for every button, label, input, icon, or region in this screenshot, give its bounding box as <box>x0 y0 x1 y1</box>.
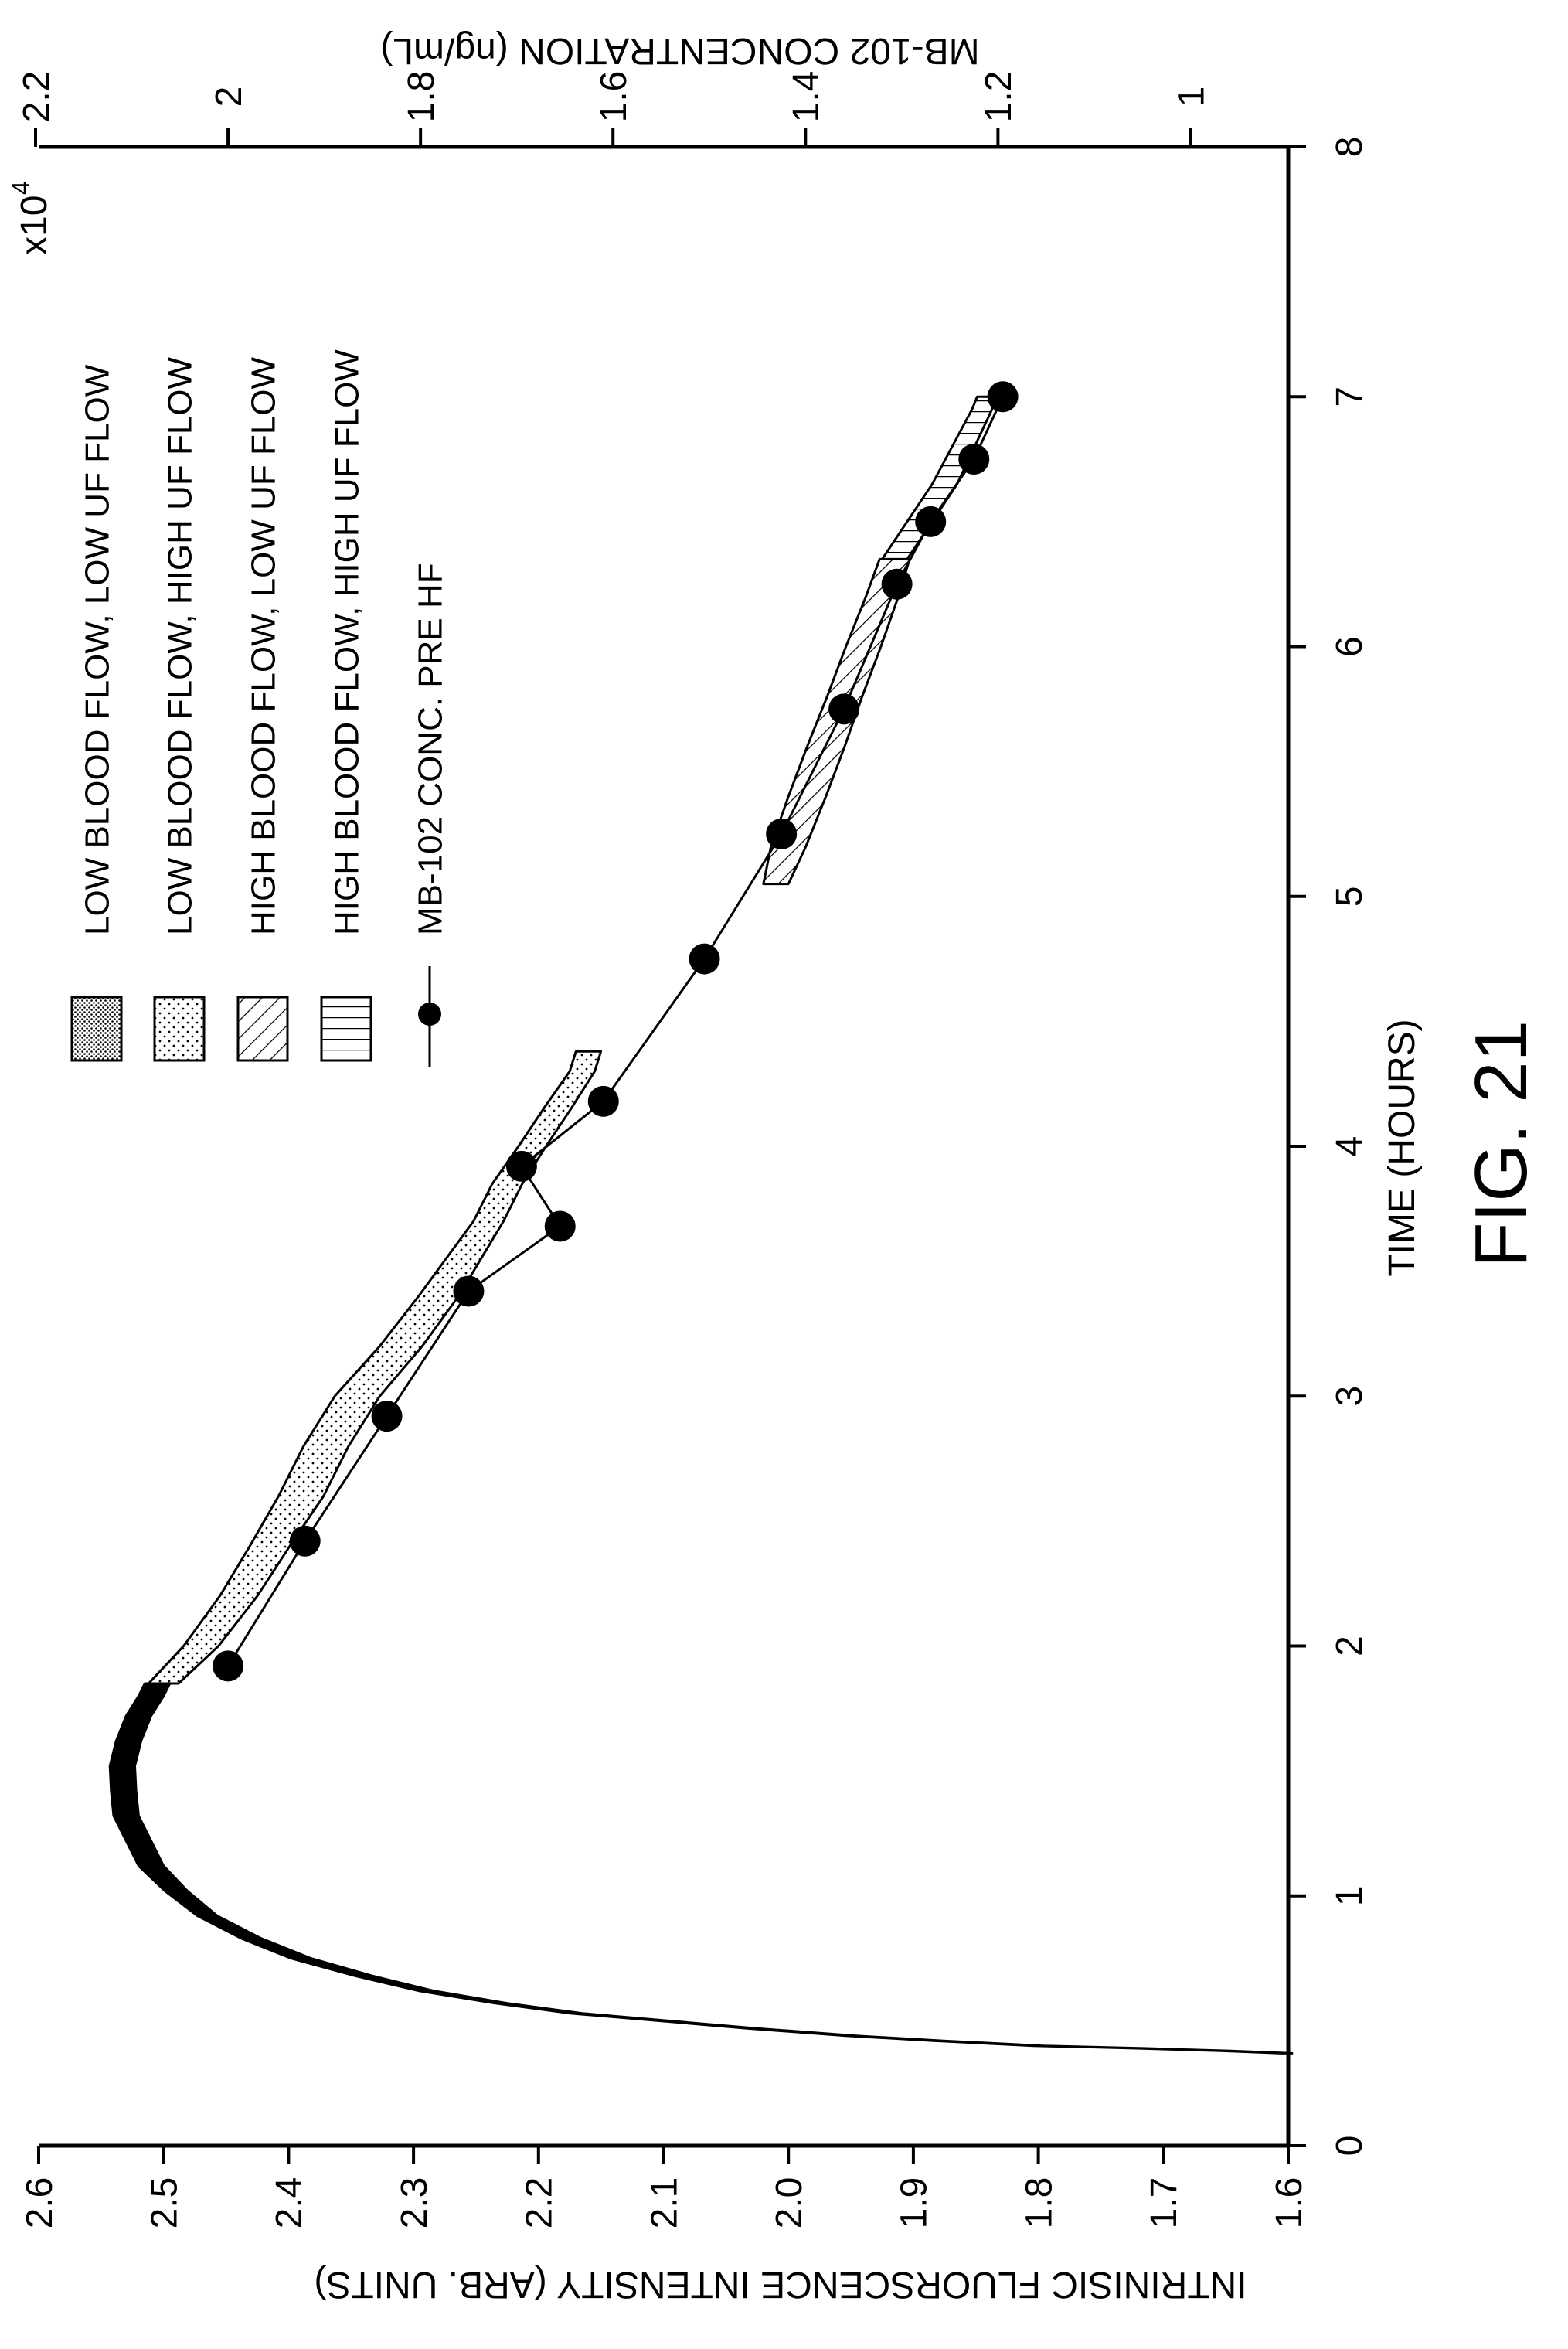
band-sparse-dots <box>147 1050 603 1685</box>
legend-swatch-vertical-hatch <box>320 996 372 1062</box>
y2-tick-label: 2 <box>209 87 250 107</box>
mb102-point <box>587 1085 619 1117</box>
x-tick-label: 8 <box>1329 137 1370 158</box>
y-tick-label: 2.3 <box>394 2177 435 2229</box>
y-tick-label: 2.2 <box>519 2177 560 2229</box>
y2-tick-label: 2.2 <box>16 71 57 123</box>
legend-swatch-dense-dots <box>70 996 123 1062</box>
legend-swatch-diagonal-hatch <box>236 996 289 1062</box>
legend-label: HIGH BLOOD FLOW, HIGH UF FLOW <box>328 349 366 935</box>
mb102-point <box>289 1525 321 1557</box>
legend-swatch-sparse-dots <box>153 996 206 1062</box>
y2-tick-group: 1 1.2 1.4 1.6 1.8 2 2.2 <box>16 71 1212 147</box>
y-tick-label: 2.5 <box>145 2177 185 2229</box>
y-multiplier: x10 4 <box>7 181 55 255</box>
right-y-axis-title: MB-102 CONCENTRATION (ng/mL) <box>380 30 979 71</box>
series-bands <box>108 395 1294 2055</box>
mb102-point <box>213 1650 244 1682</box>
y2-tick-label: 1.6 <box>594 71 634 123</box>
y2-tick-label: 1.4 <box>786 71 827 123</box>
y-tick-label: 2.4 <box>269 2177 310 2229</box>
mb102-point <box>371 1401 403 1432</box>
legend-label: LOW BLOOD FLOW, LOW UF FLOW <box>78 364 116 935</box>
figure-label: FIG. 21 <box>1460 1020 1542 1268</box>
y-tick-label: 1.9 <box>894 2177 935 2229</box>
x-tick-label: 0 <box>1329 2136 1370 2157</box>
y-tick-group: 1.6 1.7 1.8 1.9 2.0 2.1 2.2 2.3 2.4 2.5 2.6 <box>19 2146 1310 2228</box>
band-dense-dots <box>108 1682 1294 2055</box>
y-multiplier-exponent: 4 <box>7 181 35 195</box>
y2-tick-label: 1.2 <box>978 71 1019 123</box>
x-tick-group: 0 1 2 3 4 5 6 7 8 <box>1288 137 1370 2157</box>
mb102-point <box>453 1275 485 1307</box>
mb102-point <box>689 943 720 975</box>
y-tick-label: 2.1 <box>644 2177 685 2229</box>
plot-area: 0 1 2 3 4 5 6 7 8 1.6 1.7 1.8 1.9 2.0 2.1 2.2 2.3 2.4 2.5… <box>16 71 1370 2229</box>
y-tick-label: 1.6 <box>1269 2177 1310 2229</box>
mb102-point <box>505 1150 537 1182</box>
legend-label: LOW BLOOD FLOW, HIGH UF FLOW <box>161 356 199 935</box>
legend: LOW BLOOD FLOW, LOW UF FLOW LOW BLOOD FLO… <box>70 349 449 1067</box>
mb102-point <box>915 506 947 537</box>
legend-circle-mark <box>418 1003 441 1026</box>
x-tick-label: 7 <box>1329 386 1370 407</box>
x-tick-label: 2 <box>1329 1636 1370 1656</box>
y-tick-label: 1.7 <box>1144 2177 1185 2229</box>
mb102-point <box>987 381 1019 413</box>
left-y-axis-title: INTRINISIC FLUORSCENCE INTENSITY (ARB. U… <box>314 2264 1247 2305</box>
x-tick-label: 1 <box>1329 1885 1370 1906</box>
x-tick-label: 5 <box>1329 886 1370 907</box>
mb102-series <box>213 381 1019 1682</box>
mb102-point <box>828 693 860 725</box>
mb102-point <box>881 568 913 600</box>
y-tick-label: 2.0 <box>769 2177 810 2229</box>
y2-tick-label: 1 <box>1171 87 1212 107</box>
x-tick-label: 6 <box>1329 636 1370 657</box>
legend-label: HIGH BLOOD FLOW, LOW UF FLOW <box>244 356 282 935</box>
legend-label: MB-102 CONC. PRE HF <box>411 563 449 935</box>
mb102-point <box>544 1210 576 1242</box>
x-tick-label: 3 <box>1329 1386 1370 1407</box>
mb102-point <box>766 818 798 849</box>
x-tick-label: 4 <box>1329 1136 1370 1157</box>
y-tick-label: 2.6 <box>19 2177 60 2229</box>
y2-tick-label: 1.8 <box>401 71 442 123</box>
mb102-point <box>958 444 990 475</box>
y-tick-label: 1.8 <box>1019 2177 1060 2229</box>
y-multiplier-base: x10 <box>14 196 55 255</box>
x-axis-title: TIME (HOURS) <box>1382 1019 1423 1276</box>
